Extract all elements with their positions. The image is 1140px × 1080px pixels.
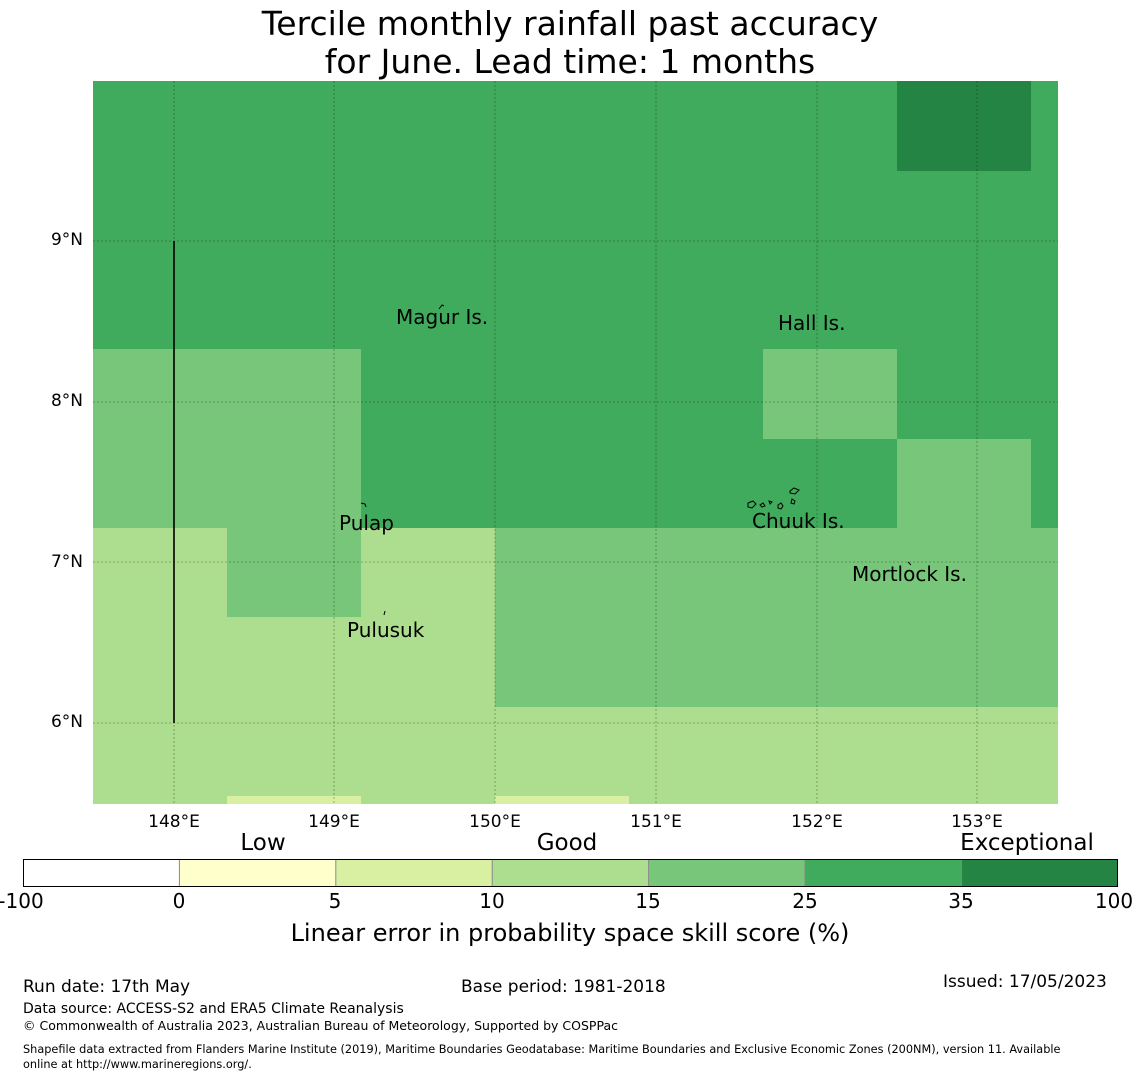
- map-cell: [897, 439, 1031, 528]
- island-mortlock-outline: [907, 561, 912, 566]
- island-pulusuk-outline: [383, 610, 386, 616]
- shapefile-credit-line2: online at http://www.marineregions.org/.: [23, 1058, 252, 1071]
- island-chuuk-outline: [747, 487, 800, 510]
- lon-tick-label: 148°E: [148, 812, 200, 832]
- lat-tick-label: 6°N: [50, 712, 83, 732]
- lon-tick-label: 149°E: [308, 812, 360, 832]
- lat-tick-label: 7°N: [50, 552, 83, 572]
- colorbar-category-low: Low: [240, 830, 286, 856]
- colorbar-segment: [961, 859, 1118, 887]
- colorbar-segment: [179, 859, 336, 887]
- lon-tick-label: 151°E: [630, 812, 682, 832]
- lat-tick-label: 8°N: [50, 391, 83, 411]
- map-cell: [495, 707, 1058, 804]
- colorbar-category-exceptional: Exceptional: [960, 830, 1094, 856]
- island-pulap-outline: [360, 502, 367, 508]
- island-label-pulusuk: Pulusuk: [347, 618, 425, 642]
- colorbar: [23, 859, 1118, 887]
- colorbar-label: Linear error in probability space skill …: [290, 919, 850, 947]
- colorbar-segment: [492, 859, 649, 887]
- chart-title-line2: for June. Lead time: 1 months: [324, 42, 816, 81]
- colorbar-tick-label: 35: [948, 889, 974, 913]
- skill-score-map: Magur Is. Hall Is. Pulap Chuuk Is. Mortl…: [93, 81, 1058, 804]
- colorbar-segment: [805, 859, 962, 887]
- map-cell: [227, 796, 361, 804]
- issued-date: Issued: 17/05/2023: [943, 972, 1107, 992]
- data-source: Data source: ACCESS-S2 and ERA5 Climate …: [23, 1001, 404, 1017]
- colorbar-tick-label: 5: [328, 889, 342, 913]
- map-gridlines: [93, 81, 1058, 804]
- island-label-pulap: Pulap: [339, 511, 394, 535]
- run-date: Run date: 17th May: [23, 977, 191, 997]
- lon-tick-label: 152°E: [791, 812, 843, 832]
- copyright-notice: © Commonwealth of Australia 2023, Austra…: [23, 1018, 618, 1033]
- colorbar-tick-label: 10: [479, 889, 505, 913]
- island-label-chuuk: Chuuk Is.: [752, 509, 845, 533]
- map-cell: [227, 528, 361, 617]
- colorbar-segment: [335, 859, 493, 887]
- lat-tick-label: 9°N: [50, 230, 83, 250]
- colorbar-segment: [648, 859, 805, 887]
- lon-tick-label: 150°E: [469, 812, 521, 832]
- map-cell: [897, 81, 1031, 171]
- map-cell: [763, 349, 897, 439]
- colorbar-tick-label: 100: [1094, 889, 1134, 913]
- chart-title-line1: Tercile monthly rainfall past accuracy: [261, 4, 879, 43]
- colorbar-tick-label: 0: [172, 889, 186, 913]
- colorbar-category-good: Good: [536, 830, 598, 856]
- colorbar-tick-label: -100: [0, 889, 44, 913]
- lon-tick-label: 153°E: [951, 812, 1003, 832]
- island-label-hall: Hall Is.: [778, 311, 845, 335]
- island-outlines: [360, 304, 912, 616]
- island-label-mortlock: Mortlock Is.: [852, 562, 967, 586]
- island-magur-outline: [438, 304, 445, 310]
- shapefile-credit-line1: Shapefile data extracted from Flanders M…: [23, 1043, 1061, 1056]
- colorbar-segment: [23, 859, 180, 887]
- colorbar-tick-label: 25: [792, 889, 818, 913]
- map-cell: [495, 796, 629, 804]
- map-cell: [495, 528, 1058, 707]
- base-period: Base period: 1981-2018: [461, 977, 666, 997]
- colorbar-tick-label: 15: [635, 889, 661, 913]
- island-label-magur: Magur Is.: [396, 305, 488, 329]
- map-cell: [93, 349, 361, 528]
